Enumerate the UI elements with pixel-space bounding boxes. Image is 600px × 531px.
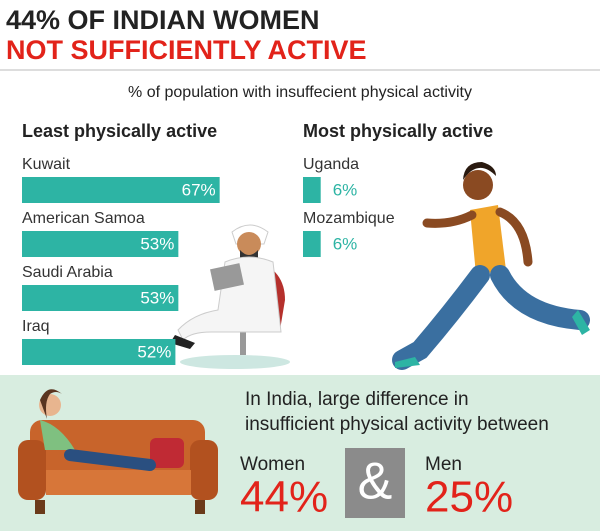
value-label: 6% (333, 180, 358, 199)
value-label: 53% (140, 288, 174, 307)
value-label: 67% (182, 180, 216, 199)
bar (22, 285, 179, 311)
seated-man-illustration (170, 224, 290, 369)
category-label: American Samoa (22, 210, 145, 227)
value-label: 53% (140, 234, 174, 253)
category-label: Kuwait (22, 156, 71, 173)
india-label: Men (425, 454, 462, 475)
chart-heading: Most physically active (303, 121, 493, 141)
category-label: Uganda (303, 156, 359, 173)
category-label: Saudi Arabia (22, 264, 113, 281)
india-text: In India, large difference in (245, 389, 469, 410)
runner-illustration (392, 162, 590, 370)
value-label: 6% (333, 234, 358, 253)
category-label: Mozambique (303, 210, 395, 227)
bar (22, 231, 179, 257)
india-value: 44% (240, 473, 328, 522)
couch-illustration (18, 389, 218, 514)
category-label: Iraq (22, 318, 50, 335)
india-label: Women (240, 454, 305, 475)
chart-heading: Least physically active (22, 121, 217, 141)
india-text: insufficient physical activity between (245, 414, 549, 435)
bar (303, 231, 321, 257)
india-value: 25% (425, 473, 513, 522)
bar (303, 177, 321, 203)
value-label: 52% (137, 342, 171, 361)
separator-box (345, 448, 405, 518)
bar (22, 339, 176, 365)
subtitle: % of population with insuffecient physic… (128, 84, 472, 101)
title-line2: NOT SUFFICIENTLY ACTIVE (6, 35, 367, 65)
bar (22, 177, 220, 203)
title-line1: 44% OF INDIAN WOMEN (6, 5, 320, 35)
separator: & (358, 453, 393, 511)
